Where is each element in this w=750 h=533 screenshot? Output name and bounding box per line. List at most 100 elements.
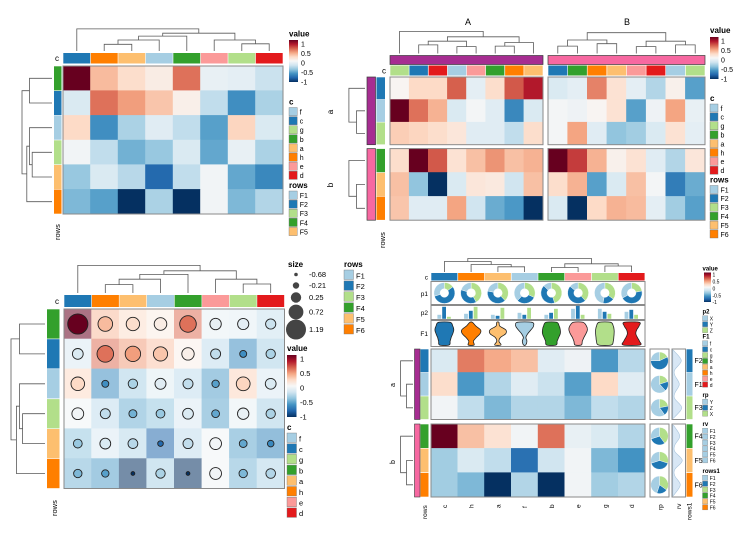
svg-text:F3: F3	[710, 488, 716, 494]
svg-text:c: c	[721, 115, 725, 122]
svg-text:-1: -1	[300, 413, 307, 422]
svg-text:e: e	[300, 164, 304, 171]
svg-text:X: X	[710, 317, 714, 323]
svg-text:e: e	[576, 504, 583, 508]
svg-text:F4: F4	[710, 447, 716, 453]
svg-text:-1: -1	[721, 77, 727, 84]
svg-text:F1: F1	[710, 476, 716, 482]
svg-text:f: f	[710, 342, 712, 348]
svg-text:c: c	[442, 504, 449, 508]
svg-text:a: a	[299, 477, 304, 486]
svg-text:c: c	[55, 297, 59, 306]
svg-text:size: size	[288, 260, 304, 269]
svg-text:a: a	[326, 109, 335, 114]
svg-text:b: b	[326, 182, 335, 187]
svg-text:F3: F3	[695, 405, 703, 412]
svg-text:value: value	[703, 267, 719, 273]
svg-text:g: g	[299, 456, 303, 465]
svg-text:f: f	[300, 110, 302, 117]
svg-text:F1: F1	[695, 382, 703, 389]
svg-text:1.19: 1.19	[309, 325, 324, 334]
svg-text:rows: rows	[422, 505, 429, 519]
svg-text:a: a	[721, 141, 725, 148]
svg-text:0: 0	[301, 61, 305, 68]
svg-text:0.25: 0.25	[309, 293, 324, 302]
svg-text:h: h	[710, 371, 713, 377]
svg-text:0: 0	[300, 384, 304, 393]
svg-text:b: b	[549, 504, 556, 508]
svg-text:F4: F4	[710, 494, 716, 500]
svg-text:F3: F3	[300, 211, 308, 218]
svg-text:rows: rows	[344, 260, 363, 269]
svg-text:F6: F6	[695, 482, 703, 489]
svg-text:F4: F4	[695, 434, 703, 441]
svg-text:F5: F5	[710, 453, 716, 459]
svg-text:0.72: 0.72	[309, 308, 324, 317]
svg-text:1: 1	[301, 42, 305, 49]
svg-text:d: d	[710, 383, 713, 389]
svg-text:rows: rows	[289, 181, 308, 190]
svg-text:Y: Y	[710, 322, 714, 328]
svg-text:A: A	[465, 17, 471, 27]
svg-text:b: b	[300, 137, 304, 144]
svg-text:h: h	[721, 150, 725, 157]
svg-text:f: f	[522, 506, 529, 508]
svg-text:c: c	[300, 119, 304, 126]
svg-text:F1: F1	[420, 331, 428, 338]
svg-text:1: 1	[713, 273, 716, 279]
svg-text:F6: F6	[721, 232, 729, 239]
svg-text:d: d	[629, 504, 636, 508]
svg-text:-0.21: -0.21	[309, 281, 326, 290]
svg-text:p2: p2	[421, 310, 429, 317]
svg-text:d: d	[721, 168, 725, 175]
svg-text:rows1: rows1	[703, 469, 721, 475]
svg-text:h: h	[300, 155, 304, 162]
svg-text:value: value	[710, 26, 731, 35]
svg-text:h: h	[299, 488, 303, 497]
svg-text:c: c	[425, 275, 429, 282]
svg-text:g: g	[721, 124, 725, 131]
svg-text:d: d	[300, 173, 304, 180]
svg-text:f: f	[299, 434, 302, 443]
svg-text:h: h	[469, 504, 476, 508]
svg-text:Z: Z	[710, 406, 713, 412]
svg-text:B: B	[624, 17, 630, 27]
svg-text:rows: rows	[710, 176, 729, 185]
svg-text:F1: F1	[703, 335, 711, 341]
svg-text:-0.5: -0.5	[721, 67, 733, 74]
svg-text:F1: F1	[721, 187, 729, 194]
svg-text:F5: F5	[721, 223, 729, 230]
svg-text:g: g	[602, 504, 609, 508]
svg-text:a: a	[300, 146, 304, 153]
svg-text:0.5: 0.5	[721, 48, 731, 55]
svg-text:F3: F3	[710, 441, 716, 447]
svg-text:b: b	[721, 133, 725, 140]
svg-text:c: c	[299, 445, 303, 454]
svg-text:c: c	[710, 347, 713, 353]
svg-text:value: value	[289, 30, 310, 39]
svg-text:F3: F3	[721, 205, 729, 212]
svg-text:F1: F1	[300, 193, 308, 200]
svg-text:p1: p1	[421, 291, 429, 298]
svg-text:F2: F2	[721, 196, 729, 203]
svg-text:F5: F5	[356, 315, 365, 324]
svg-text:-1: -1	[713, 300, 718, 306]
svg-text:-0.68: -0.68	[309, 270, 326, 279]
svg-text:0.5: 0.5	[713, 280, 720, 286]
svg-text:F1: F1	[356, 271, 365, 280]
svg-text:F1: F1	[710, 429, 716, 435]
svg-text:rp: rp	[658, 504, 665, 510]
svg-text:c: c	[710, 94, 715, 103]
svg-text:d: d	[299, 509, 303, 518]
svg-text:Y: Y	[710, 400, 714, 406]
svg-text:F4: F4	[300, 220, 308, 227]
svg-text:X: X	[710, 412, 714, 418]
svg-text:0: 0	[713, 287, 716, 293]
svg-text:1: 1	[300, 355, 304, 364]
svg-text:b: b	[390, 460, 397, 464]
svg-text:-0.5: -0.5	[300, 398, 313, 407]
svg-text:F2: F2	[710, 482, 716, 488]
svg-text:value: value	[287, 344, 308, 353]
svg-text:F2: F2	[710, 435, 716, 441]
svg-text:b: b	[710, 359, 713, 365]
